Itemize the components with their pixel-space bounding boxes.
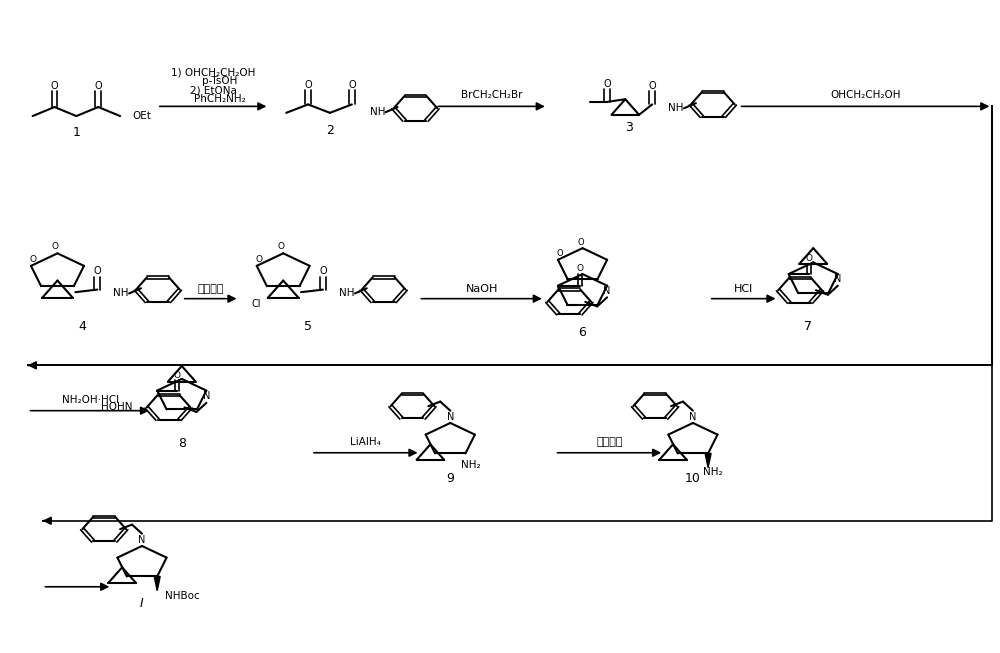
Text: NHBoc: NHBoc xyxy=(165,591,200,601)
Text: O: O xyxy=(93,266,101,276)
Text: 8: 8 xyxy=(178,437,186,449)
Text: HCl: HCl xyxy=(734,284,753,294)
Text: NaOH: NaOH xyxy=(466,284,498,294)
Text: N: N xyxy=(689,412,697,422)
Text: O: O xyxy=(29,255,36,264)
Text: 1) OHCH₂CH₂OH: 1) OHCH₂CH₂OH xyxy=(171,67,256,77)
Text: 9: 9 xyxy=(446,472,454,485)
Text: NH: NH xyxy=(370,107,385,117)
Text: O: O xyxy=(576,264,583,274)
Text: O: O xyxy=(577,238,584,247)
Text: 7: 7 xyxy=(804,320,812,333)
Text: O: O xyxy=(304,80,312,90)
Text: O: O xyxy=(174,370,181,379)
Text: 6: 6 xyxy=(579,326,586,340)
Text: 10: 10 xyxy=(685,472,701,485)
Text: O: O xyxy=(94,81,102,91)
Text: PhCH₂NH₂: PhCH₂NH₂ xyxy=(181,94,246,104)
Text: NH₂: NH₂ xyxy=(703,466,723,477)
Text: NH: NH xyxy=(113,289,129,298)
Text: 5: 5 xyxy=(304,320,312,333)
Text: O: O xyxy=(52,242,59,251)
Text: N: N xyxy=(834,274,842,284)
Text: O: O xyxy=(51,81,58,91)
Text: 2: 2 xyxy=(326,125,334,138)
Text: N: N xyxy=(203,391,210,402)
Text: OHCH₂CH₂OH: OHCH₂CH₂OH xyxy=(831,90,901,101)
Text: BrCH₂CH₂Br: BrCH₂CH₂Br xyxy=(461,90,523,101)
Text: 4: 4 xyxy=(78,320,86,333)
Text: 手性拆分: 手性拆分 xyxy=(596,437,623,447)
Text: O: O xyxy=(278,242,285,251)
Text: NH: NH xyxy=(339,289,354,298)
Text: I: I xyxy=(140,597,144,610)
Text: O: O xyxy=(255,255,262,264)
Text: NH₂OH·HCl: NH₂OH·HCl xyxy=(62,394,119,405)
Text: 3: 3 xyxy=(625,121,633,135)
Text: O: O xyxy=(805,254,812,263)
Text: O: O xyxy=(557,249,563,259)
Text: O: O xyxy=(348,80,356,90)
Text: LiAlH₄: LiAlH₄ xyxy=(350,437,381,447)
Text: N: N xyxy=(138,535,146,545)
Text: O: O xyxy=(648,81,656,91)
Text: O: O xyxy=(319,266,327,276)
Text: p-TsOH: p-TsOH xyxy=(189,76,238,86)
Text: N: N xyxy=(447,412,454,422)
Text: O: O xyxy=(604,79,611,89)
Text: 2) EtONa: 2) EtONa xyxy=(190,85,237,95)
Text: NH₂: NH₂ xyxy=(461,460,480,470)
Text: N: N xyxy=(603,286,611,296)
Polygon shape xyxy=(705,453,711,468)
Text: 1: 1 xyxy=(72,126,80,139)
Text: HOHN: HOHN xyxy=(101,402,133,412)
Text: 氯化硫酰: 氯化硫酰 xyxy=(197,284,224,294)
Text: OEt: OEt xyxy=(132,111,151,121)
Text: Cl: Cl xyxy=(251,300,261,310)
Text: NH: NH xyxy=(668,103,684,114)
Polygon shape xyxy=(154,577,160,591)
